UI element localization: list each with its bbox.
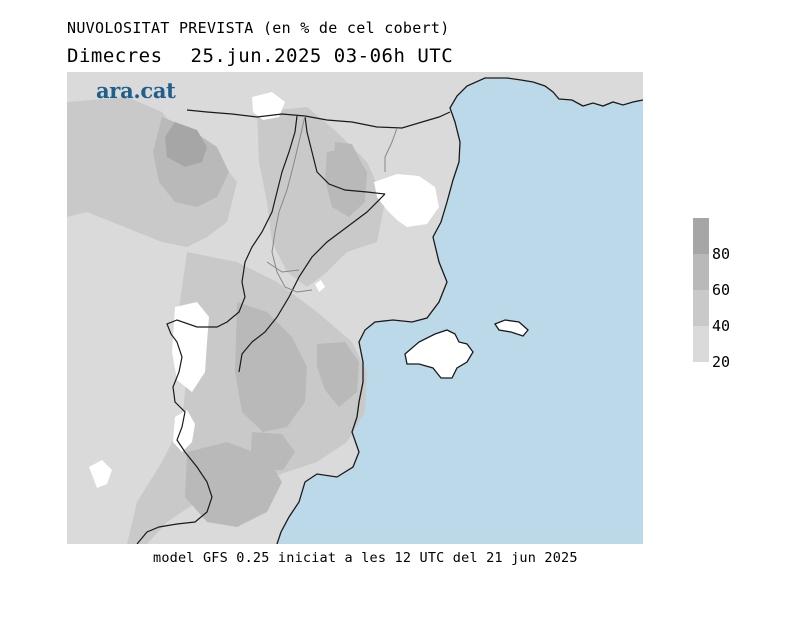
cloud-cover-map xyxy=(67,72,643,544)
portugal-border xyxy=(136,115,298,544)
ara-cat-logo: ara.cat xyxy=(96,78,176,103)
mallorca-island xyxy=(404,329,474,379)
forecast-period: Dimecres 25.jun.2025 03-06h UTC xyxy=(67,45,453,67)
legend-swatch-60-80 xyxy=(693,254,709,290)
catalonia-border xyxy=(304,115,386,195)
aragon-border xyxy=(238,193,386,373)
legend-swatch-20-40 xyxy=(693,326,709,362)
legend-label-80: 80 xyxy=(712,245,731,263)
cloud-cover-shading xyxy=(67,97,385,544)
legend-label-60: 60 xyxy=(712,281,731,299)
legend-label-20: 20 xyxy=(712,353,731,371)
clear-sky-areas xyxy=(89,92,439,488)
mediterranean-sea xyxy=(277,78,643,544)
forecast-datetime: 25.jun.2025 03-06h UTC xyxy=(190,45,454,67)
menorca-island xyxy=(494,319,529,337)
france-spain-border xyxy=(186,109,451,129)
regional-borders xyxy=(266,115,398,293)
cloud-cover-legend xyxy=(693,218,709,362)
legend-swatch-40-60 xyxy=(693,290,709,326)
coastline xyxy=(276,77,643,544)
legend-swatch-80-100 xyxy=(693,218,709,254)
forecast-day: Dimecres xyxy=(67,45,163,67)
legend-label-40: 40 xyxy=(712,317,731,335)
map-title: NUVOLOSITAT PREVISTA (en % de cel cobert… xyxy=(67,19,450,37)
model-info: model GFS 0.25 iniciat a les 12 UTC del … xyxy=(153,550,578,566)
